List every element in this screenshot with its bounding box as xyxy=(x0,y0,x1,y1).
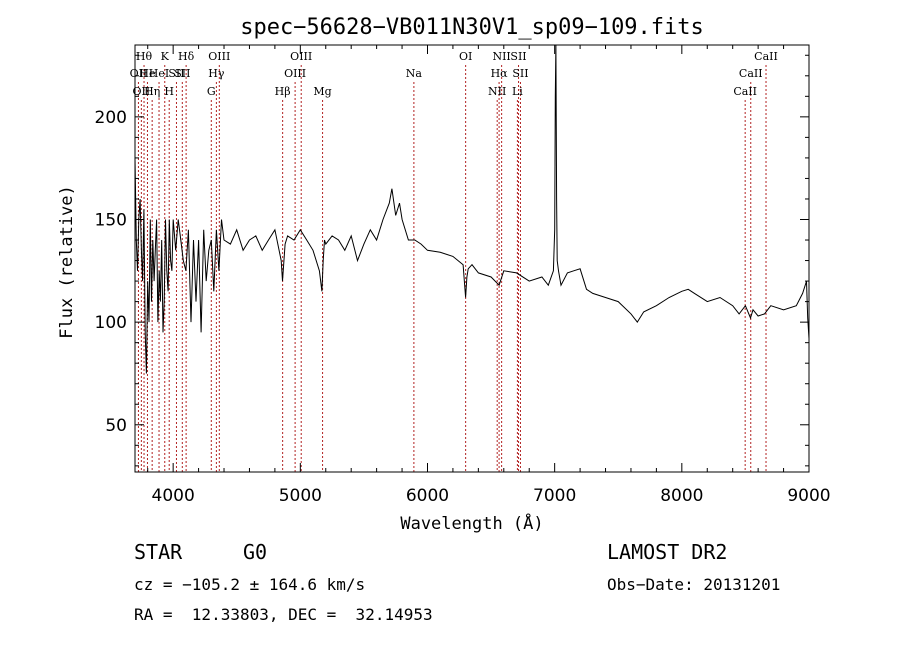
obs-date: Obs−Date: 20131201 xyxy=(607,575,781,594)
line-label-21: Hα xyxy=(491,67,509,80)
line-label-7: H xyxy=(164,85,174,98)
y-axis: 50 100 150 200 xyxy=(95,54,809,467)
x-tick-label-4: 8000 xyxy=(660,486,703,506)
line-label-26: CaII xyxy=(733,85,757,98)
x-tick-label-3: 7000 xyxy=(533,486,576,506)
y-tick-label-3: 200 xyxy=(95,108,127,128)
line-label-5: HeI xyxy=(149,67,169,80)
object-class: STAR xyxy=(134,540,183,564)
line-label-19: OI xyxy=(459,50,472,63)
line-label-17: Mg xyxy=(313,85,331,98)
line-label-8: SII xyxy=(168,67,184,80)
y-tick-label-1: 100 xyxy=(95,313,127,333)
line-label-20: NII xyxy=(488,85,506,98)
line-label-16: OIII xyxy=(290,50,312,63)
x-tick-label-0: 4000 xyxy=(152,486,195,506)
spectrum-line xyxy=(134,44,810,374)
x-axis-label: Wavelength (Å) xyxy=(400,512,543,534)
line-label-4: Hη xyxy=(144,85,160,98)
line-label-14: Hβ xyxy=(275,85,291,98)
line-label-25: SII xyxy=(512,67,528,80)
line-label-27: CaII xyxy=(739,67,763,80)
line-label-22: NII xyxy=(492,50,510,63)
survey-name: LAMOST DR2 xyxy=(607,540,728,564)
object-subclass: G0 xyxy=(243,540,268,564)
line-label-1: OII xyxy=(132,85,150,98)
chart-title: spec−56628−VB011N30V1_sp09−109.fits xyxy=(240,15,704,40)
line-labels: OIIOIIHθHeHηHeIKHSIISIIHδGHγOIIIHβOIIIOI… xyxy=(130,50,778,98)
line-label-28: CaII xyxy=(754,50,778,63)
x-axis: 4000 5000 6000 7000 8000 9000 xyxy=(147,45,831,506)
line-label-3: He xyxy=(139,67,155,80)
line-label-23: Li xyxy=(512,85,523,98)
ra-dec: RA = 12.33803, DEC = 32.14953 xyxy=(134,605,433,624)
line-label-13: OIII xyxy=(208,50,230,63)
plot-frame xyxy=(134,44,810,473)
line-label-0: OII xyxy=(130,67,148,80)
line-markers xyxy=(137,65,767,472)
redshift-text: cz = −105.2 ± 164.6 km/s xyxy=(134,575,366,594)
y-tick-label-2: 150 xyxy=(95,210,127,230)
line-label-24: SII xyxy=(510,50,526,63)
line-label-6: K xyxy=(161,50,170,63)
x-tick-label-2: 6000 xyxy=(406,486,449,506)
y-tick-label-0: 50 xyxy=(105,416,127,436)
y-axis-label: Flux (relative) xyxy=(57,185,77,339)
line-label-11: G xyxy=(207,85,216,98)
x-tick-label-5: 9000 xyxy=(787,486,830,506)
line-label-15: OIII xyxy=(284,67,306,80)
line-label-10: Hδ xyxy=(178,50,195,63)
x-tick-label-1: 5000 xyxy=(279,486,322,506)
line-label-12: Hγ xyxy=(208,67,225,80)
line-label-9: SII xyxy=(174,67,190,80)
line-label-2: Hθ xyxy=(136,50,153,63)
line-label-18: Na xyxy=(406,67,423,80)
